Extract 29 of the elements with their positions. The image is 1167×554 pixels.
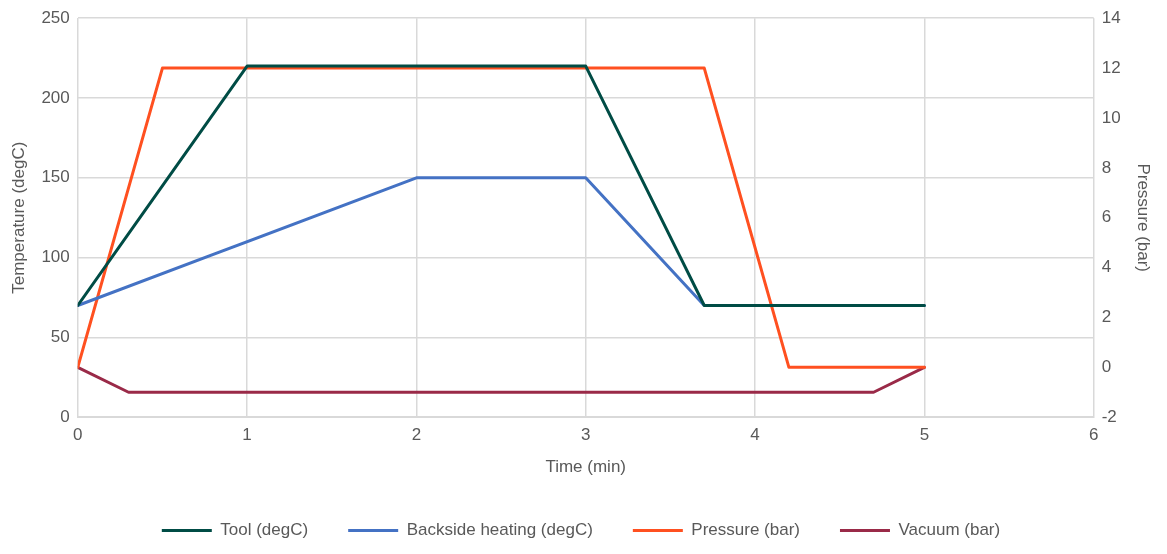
- y-tick-label: 100: [41, 247, 70, 267]
- y2-axis-title: Pressure (bar): [1134, 163, 1154, 273]
- y2-tick-label: 0: [1101, 357, 1112, 377]
- x-tick-label: 0: [73, 425, 83, 445]
- y2-tick-label: -2: [1101, 406, 1117, 426]
- y-tick-label: 0: [60, 406, 70, 426]
- y2-tick-label: 6: [1101, 207, 1112, 227]
- legend-label: Vacuum (bar): [898, 520, 1001, 540]
- y2-tick-label: 14: [1101, 7, 1121, 27]
- y-tick-label: 250: [41, 7, 70, 27]
- y2-tick-label: 2: [1101, 307, 1112, 327]
- y-tick-label: 200: [41, 87, 70, 107]
- y2-tick-label: 10: [1101, 107, 1121, 127]
- x-tick-label: 3: [580, 425, 591, 445]
- x-tick-label: 1: [242, 425, 252, 445]
- y-tick-label: 150: [41, 167, 70, 187]
- y-tick-label: 50: [50, 327, 70, 347]
- legend-label: Tool (degC): [220, 520, 309, 540]
- x-tick-label: 2: [411, 425, 422, 445]
- legend-label: Backside heating (degC): [406, 520, 593, 540]
- y2-tick-label: 8: [1101, 157, 1112, 177]
- legend-label: Pressure (bar): [691, 520, 800, 540]
- y-axis-title: Temperature (degC): [8, 141, 28, 294]
- y2-tick-label: 4: [1101, 257, 1112, 277]
- x-axis-title: Time (min): [545, 457, 627, 477]
- x-tick-label: 5: [919, 425, 930, 445]
- x-tick-label: 4: [750, 425, 760, 445]
- y2-tick-label: 12: [1101, 57, 1121, 77]
- x-tick-label: 6: [1088, 425, 1099, 445]
